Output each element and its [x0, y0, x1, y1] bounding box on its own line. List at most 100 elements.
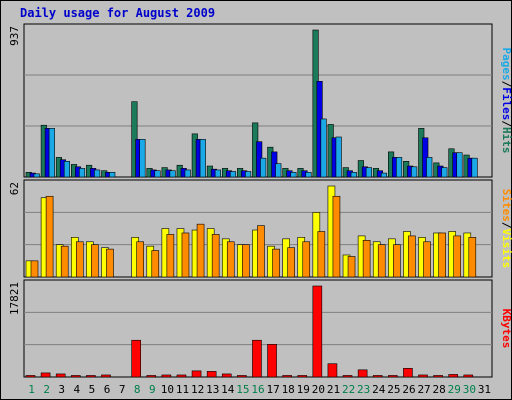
bar-kbytes-day-23: [357, 369, 368, 378]
bar-kbytes-day-4: [70, 375, 81, 378]
bar-kbytes-day-2: [40, 372, 51, 378]
x-tick-label: 31: [478, 383, 491, 396]
bar-sites-day-14: [226, 241, 235, 278]
x-tick-label: 23: [357, 383, 370, 396]
bar-pages-day-16: [260, 157, 267, 178]
bar-sites-day-5: [91, 244, 99, 278]
bar-kbytes-day-20: [312, 285, 323, 378]
x-tick-label: 1: [28, 383, 35, 396]
x-tick-label: 16: [251, 383, 264, 396]
bar-sites-day-15: [242, 244, 250, 278]
bar-kbytes-day-13: [206, 371, 217, 378]
legend-entry: Hits: [500, 127, 512, 154]
bar-sites-day-25: [393, 244, 401, 278]
bar-sites-day-13: [211, 234, 220, 278]
bar-sites-day-9: [151, 250, 160, 278]
bar-pages-day-18: [290, 171, 297, 178]
bar-pages-day-5: [94, 169, 101, 178]
chart-title: Daily usage for August 2009: [20, 6, 215, 20]
bar-sites-day-8: [136, 241, 144, 278]
x-tick-label: 24: [372, 383, 386, 396]
legend-entry: /: [500, 222, 512, 229]
chart-panels: 937Pages/Files/Hits62Sites/Visits17821KB…: [8, 23, 512, 378]
bar-kbytes-day-11: [176, 374, 187, 378]
legend-entry: Sites: [500, 189, 512, 222]
bar-kbytes-day-22: [342, 375, 353, 378]
bar-sites-day-1: [30, 260, 39, 278]
bar-pages-day-26: [411, 166, 418, 178]
bar-sites-day-23: [362, 240, 371, 278]
bar-sites-day-19: [302, 241, 311, 278]
bar-pages-day-2: [48, 128, 55, 178]
x-tick-label: 11: [176, 383, 189, 396]
bar-sites-day-16: [257, 225, 265, 278]
bar-kbytes-day-14: [221, 373, 232, 378]
panel-legend: Sites/Visits: [500, 189, 512, 269]
bar-pages-day-24: [380, 172, 388, 178]
x-tick-label: 6: [104, 383, 111, 396]
bar-pages-day-14: [229, 171, 237, 178]
x-tick-label: 3: [58, 383, 65, 396]
bar-kbytes-day-26: [403, 368, 413, 378]
x-tick-label: 19: [297, 383, 310, 396]
bar-kbytes-day-12: [191, 370, 202, 378]
bar-pages-day-9: [154, 170, 161, 178]
x-tick-label: 29: [448, 383, 461, 396]
bar-pages-day-30: [471, 157, 478, 178]
y-max-label: 62: [8, 182, 21, 195]
legend-entry: /: [500, 81, 512, 88]
bar-sites-day-24: [377, 244, 386, 278]
bar-sites-day-29: [453, 235, 462, 278]
legend-entry: Pages: [500, 48, 512, 81]
bar-kbytes-day-30: [463, 374, 474, 378]
bar-kbytes-day-10: [161, 374, 172, 378]
bar-sites-day-28: [438, 232, 446, 278]
bar-kbytes-day-24: [372, 375, 383, 378]
bar-kbytes-day-5: [86, 375, 96, 378]
bar-sites-day-30: [468, 237, 477, 278]
bar-sites-day-12: [196, 223, 205, 278]
x-tick-label: 10: [161, 383, 174, 396]
bar-pages-day-12: [199, 139, 206, 178]
bar-kbytes-day-1: [25, 375, 36, 378]
bar-pages-day-17: [275, 163, 282, 178]
bar-sites-day-17: [272, 248, 280, 278]
bar-kbytes-day-9: [146, 375, 157, 378]
x-tick-label: 21: [327, 383, 340, 396]
bar-sites-day-27: [423, 241, 431, 278]
y-max-label: 17821: [8, 282, 21, 315]
bar-kbytes-day-25: [388, 375, 398, 378]
bar-kbytes-day-27: [418, 374, 428, 378]
bar-pages-day-23: [365, 167, 372, 178]
bar-pages-day-25: [396, 157, 403, 178]
x-tick-label: 17: [266, 383, 279, 396]
x-tick-label: 2: [43, 383, 50, 396]
x-tick-label: 5: [89, 383, 96, 396]
x-tick-label: 18: [282, 383, 295, 396]
bar-kbytes-day-3: [55, 373, 66, 378]
x-tick-label: 4: [74, 383, 81, 396]
bar-sites-day-6: [106, 248, 114, 278]
bar-kbytes-day-16: [252, 339, 262, 378]
bar-sites-day-20: [317, 231, 326, 278]
bar-pages-day-28: [441, 167, 448, 178]
x-tick-label: 28: [433, 383, 446, 396]
bar-pages-day-13: [214, 169, 221, 178]
bar-pages-day-1: [33, 173, 40, 178]
bar-kbytes-day-15: [237, 375, 247, 378]
bar-pages-day-22: [350, 171, 357, 178]
bar-kbytes-day-17: [267, 344, 277, 378]
bar-pages-day-27: [426, 157, 433, 178]
x-tick-label: 7: [119, 383, 126, 396]
panel-legend: Pages/Files/Hits: [500, 48, 512, 154]
bar-sites-day-4: [75, 241, 84, 278]
bar-kbytes-day-28: [433, 375, 443, 378]
bar-sites-day-3: [60, 245, 69, 278]
x-tick-label: 15: [236, 383, 249, 396]
bar-pages-day-19: [305, 171, 312, 178]
bar-pages-day-8: [139, 139, 146, 178]
x-tick-label: 12: [191, 383, 204, 396]
legend-entry: Visits: [500, 229, 512, 269]
